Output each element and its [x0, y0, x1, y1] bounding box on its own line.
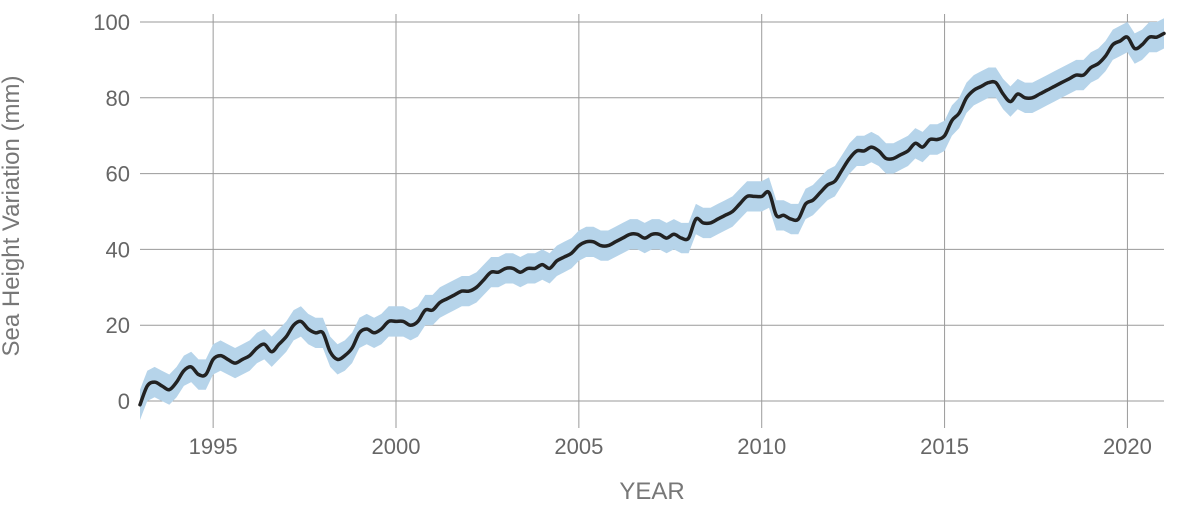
y-tick-label: 20: [106, 313, 130, 338]
x-tick-label: 2020: [1103, 434, 1152, 459]
x-tick-label: 2010: [737, 434, 786, 459]
x-tick-label: 1995: [189, 434, 238, 459]
y-tick-label: 100: [93, 10, 130, 35]
x-tick-label: 2005: [554, 434, 603, 459]
uncertainty-band-layer: [140, 18, 1164, 420]
y-tick-label: 60: [106, 162, 130, 187]
y-tick-label: 80: [106, 86, 130, 111]
y-axis-title: Sea Height Variation (mm): [0, 76, 25, 357]
series-line-layer: [138, 31, 1166, 407]
y-tick-label: 40: [106, 237, 130, 262]
tick-labels: 0 20 40 60 80 100 1995 2000 2005 2010 2015 2020: [93, 10, 1152, 459]
sea-height-series-line: [138, 31, 1166, 407]
y-tick-label: 0: [118, 389, 130, 414]
uncertainty-band: [140, 18, 1164, 420]
x-tick-label: 2000: [372, 434, 421, 459]
x-axis-title: YEAR: [619, 478, 684, 505]
x-tick-label: 2015: [920, 434, 969, 459]
